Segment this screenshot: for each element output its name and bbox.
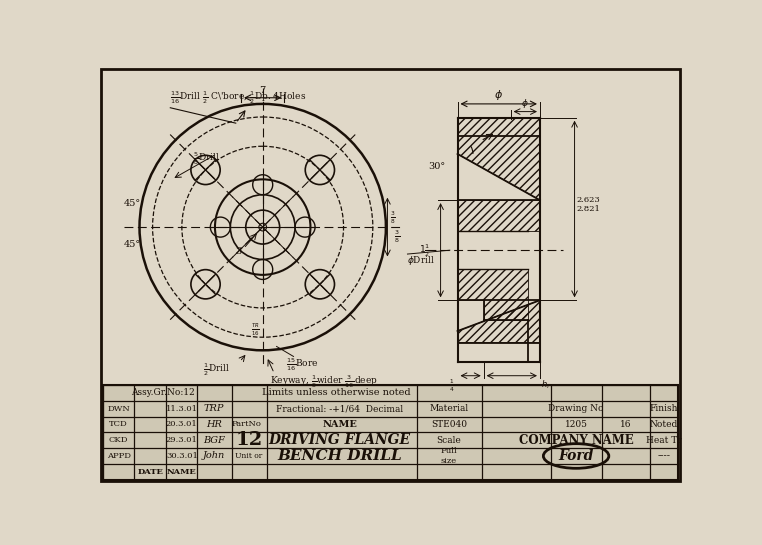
Text: DWN: DWN <box>107 404 130 413</box>
Text: $\frac{1}{4}$: $\frac{1}{4}$ <box>450 378 455 395</box>
Text: PartNo: PartNo <box>232 420 262 428</box>
Text: $\frac{13}{16}$Drill $\frac{1}{2}$ C\'bore, $\frac{1}{2}$Dp. 4Holes: $\frac{13}{16}$Drill $\frac{1}{2}$ C\'bo… <box>170 89 306 106</box>
Text: $\phi$: $\phi$ <box>494 88 503 102</box>
Text: Ford: Ford <box>559 449 594 463</box>
Text: BGF: BGF <box>203 435 225 445</box>
Text: STE040: STE040 <box>431 420 467 429</box>
Text: Scale: Scale <box>437 435 462 445</box>
Text: DRIVING FLANGE: DRIVING FLANGE <box>269 433 411 447</box>
Text: NAME: NAME <box>167 468 197 476</box>
Text: Assy.Gr.No:12: Assy.Gr.No:12 <box>131 389 194 397</box>
Text: COMPANY NAME: COMPANY NAME <box>519 434 633 447</box>
Text: Drawing No: Drawing No <box>549 404 604 413</box>
Text: BENCH DRILL: BENCH DRILL <box>277 449 402 463</box>
Text: 30.3.01: 30.3.01 <box>166 452 198 460</box>
Text: 7: 7 <box>260 87 266 95</box>
Text: APPD: APPD <box>107 452 131 460</box>
Bar <box>104 385 677 480</box>
Text: $h_f$: $h_f$ <box>542 378 552 391</box>
Text: Limits unless otherwise noted: Limits unless otherwise noted <box>261 389 410 397</box>
Text: John: John <box>203 451 226 461</box>
Text: $\frac{5}{8}$Drill: $\frac{5}{8}$Drill <box>194 150 220 167</box>
Text: 1205: 1205 <box>565 420 588 429</box>
Text: Fractional: -+1/64  Decimal: Fractional: -+1/64 Decimal <box>276 404 403 413</box>
Text: 45°: 45° <box>124 199 141 209</box>
Text: Unit or: Unit or <box>235 452 262 460</box>
Text: $\phi$: $\phi$ <box>521 97 529 110</box>
Text: HR: HR <box>207 420 223 429</box>
Text: TCD: TCD <box>109 420 128 428</box>
Text: 16: 16 <box>620 420 631 429</box>
Text: $\phi$Drill: $\phi$Drill <box>408 254 435 267</box>
Text: $\frac{15}{16}$Bore: $\frac{15}{16}$Bore <box>286 356 319 373</box>
Text: Noted: Noted <box>650 420 678 429</box>
Text: $\frac{3}{8}$: $\frac{3}{8}$ <box>389 210 395 226</box>
Text: 2.623
2.821: 2.623 2.821 <box>577 196 600 214</box>
Text: $\frac{1}{2}$Drill: $\frac{1}{2}$Drill <box>203 362 230 378</box>
Text: 12: 12 <box>235 431 262 449</box>
Text: CKD: CKD <box>109 436 129 444</box>
Text: NAME: NAME <box>322 420 357 429</box>
Text: Material: Material <box>430 404 469 413</box>
Text: TRP: TRP <box>204 404 224 413</box>
Text: $1\frac{1}{2}$: $1\frac{1}{2}$ <box>419 242 431 258</box>
Text: 3: 3 <box>235 247 242 256</box>
Text: Finish: Finish <box>650 404 678 413</box>
Text: ----: ---- <box>658 451 671 461</box>
Text: 29.3.01: 29.3.01 <box>166 436 198 444</box>
Text: DATE: DATE <box>137 468 163 476</box>
Text: 11.3.01: 11.3.01 <box>166 404 198 413</box>
Text: $\frac{TR}{16}$: $\frac{TR}{16}$ <box>251 322 260 338</box>
Text: 30°: 30° <box>428 162 445 171</box>
Text: $\frac{3}{8}$: $\frac{3}{8}$ <box>394 228 399 245</box>
Text: Heat Tr: Heat Tr <box>646 435 682 445</box>
Text: Full
size: Full size <box>440 447 457 464</box>
Text: 20.3.01: 20.3.01 <box>166 420 197 428</box>
Text: 45°: 45° <box>124 240 141 249</box>
Text: Keyway, $\frac{1}{8}$wider $\frac{3}{16}$deep: Keyway, $\frac{1}{8}$wider $\frac{3}{16}… <box>271 373 378 390</box>
